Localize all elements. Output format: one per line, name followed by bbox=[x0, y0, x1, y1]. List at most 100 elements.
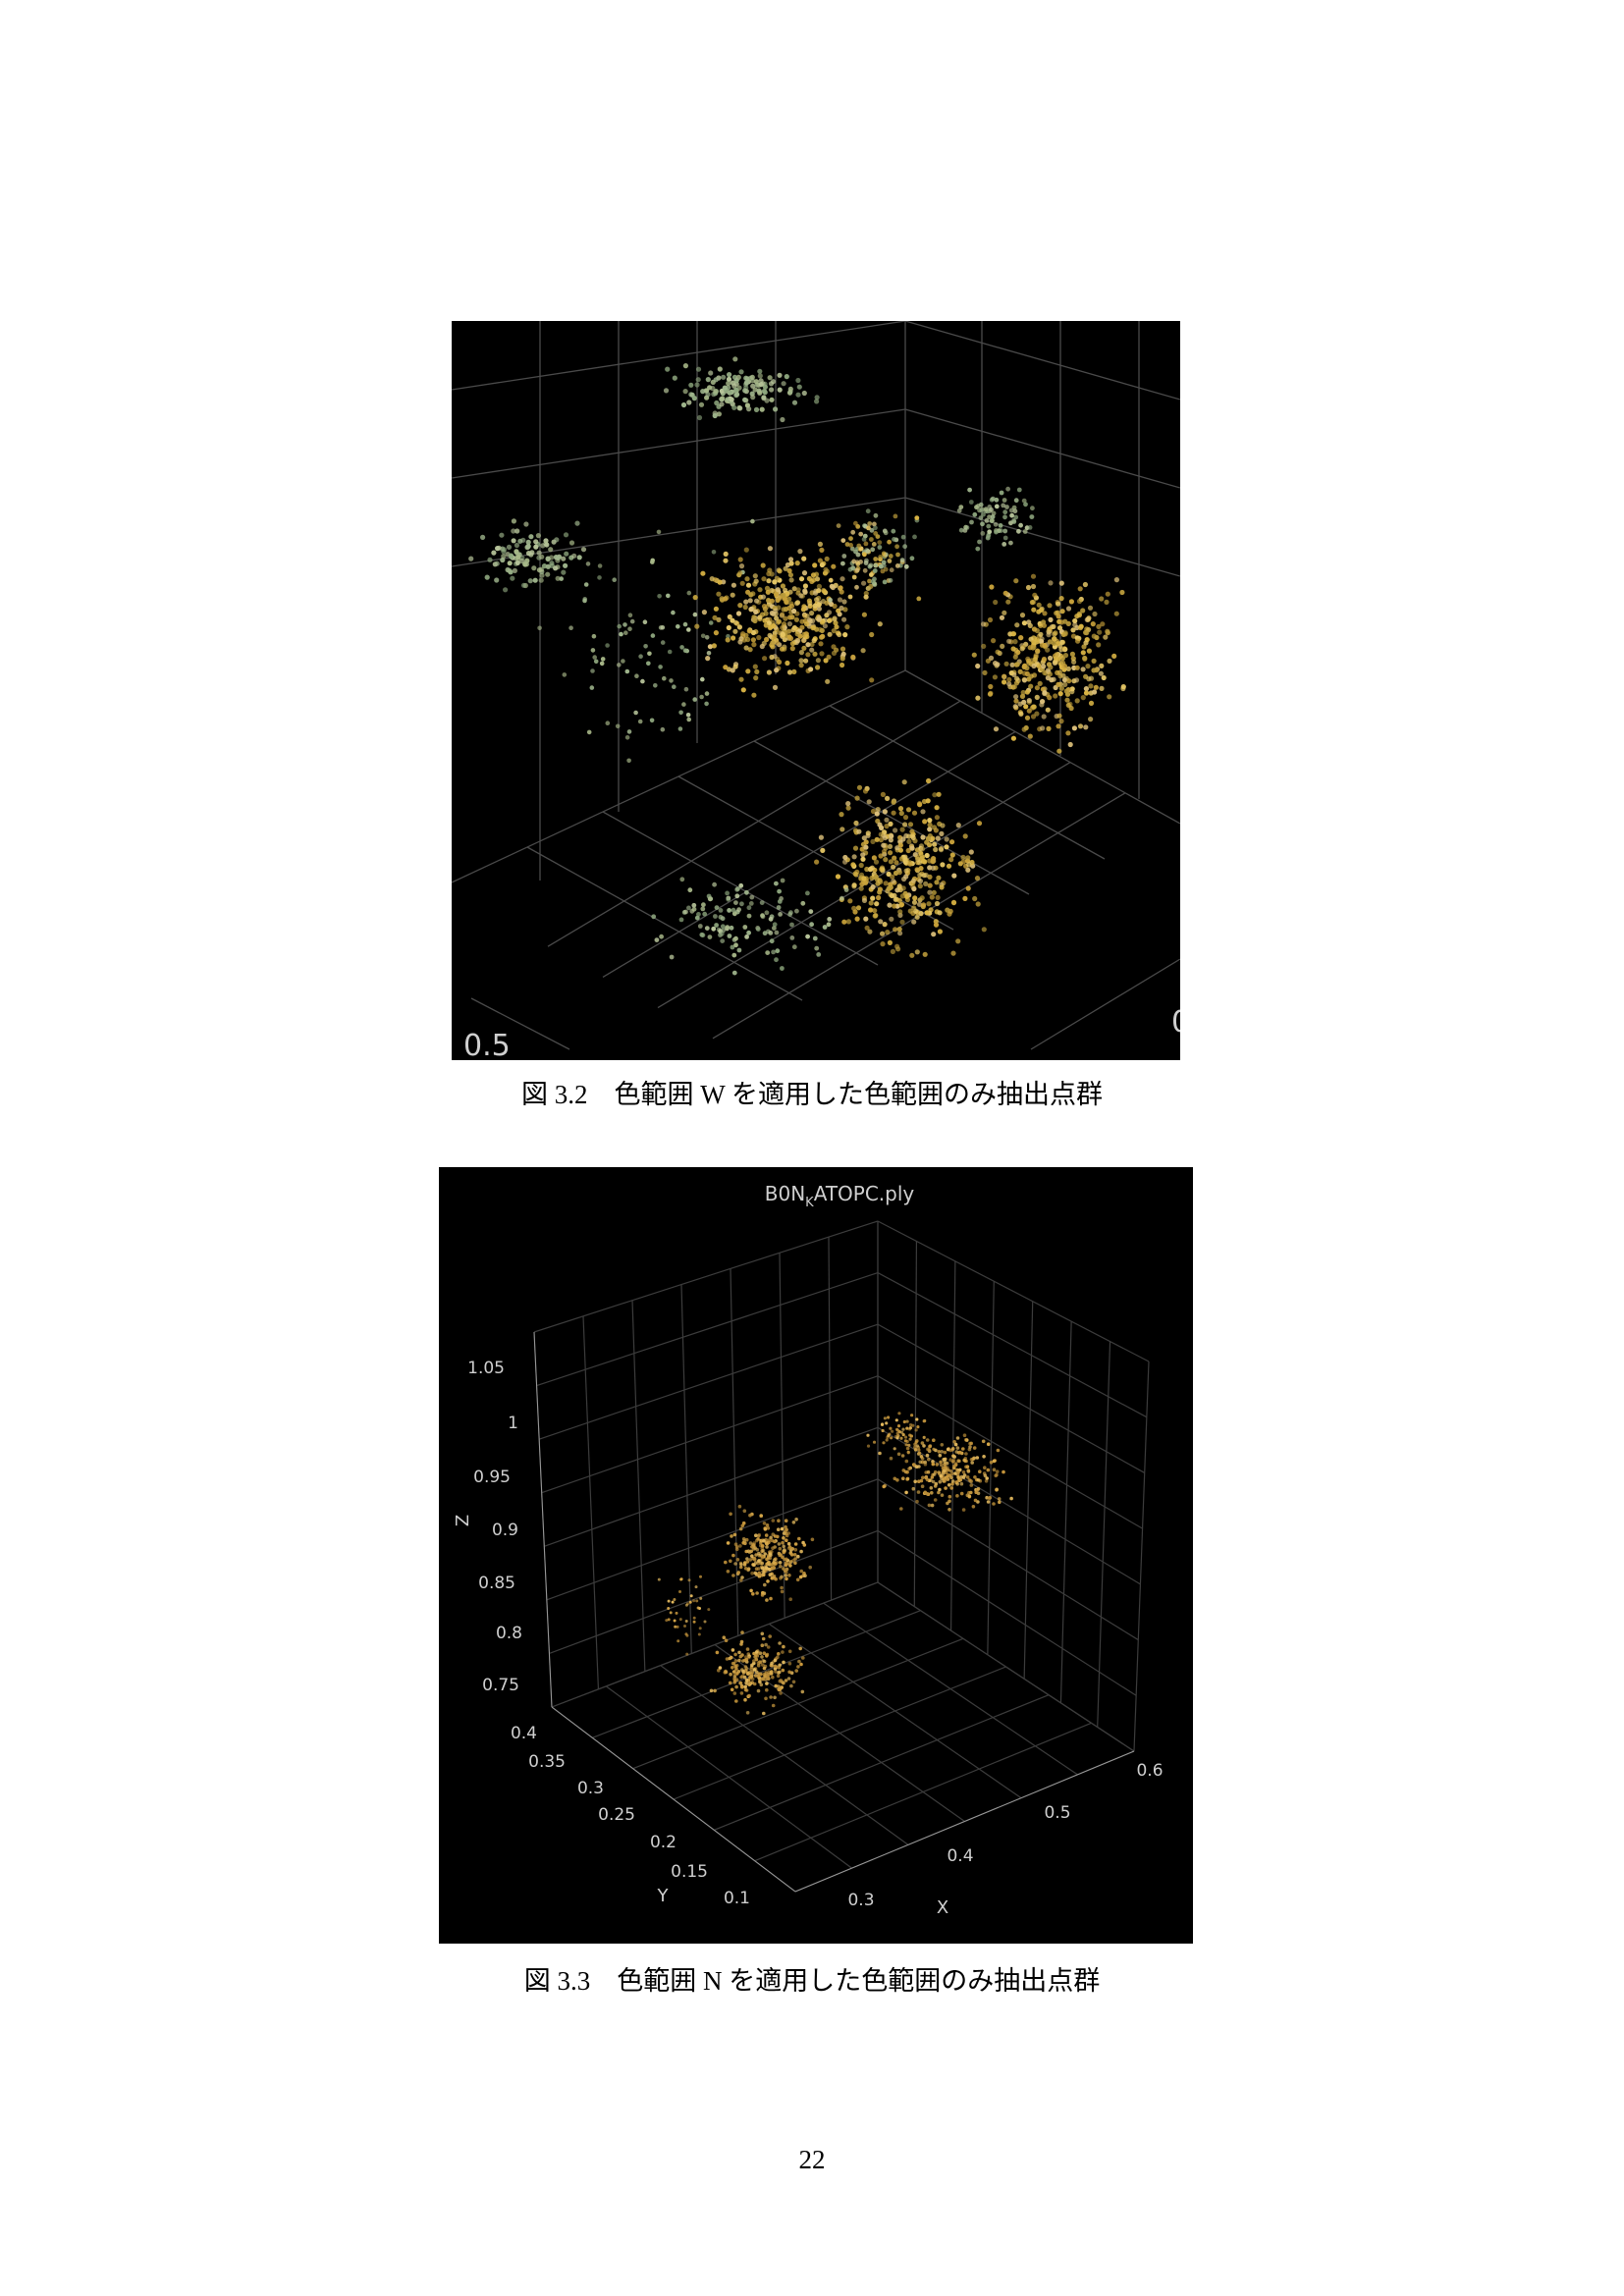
point bbox=[774, 667, 780, 673]
point bbox=[725, 637, 731, 643]
point bbox=[660, 726, 666, 732]
point bbox=[713, 1688, 717, 1693]
point bbox=[914, 515, 920, 520]
point bbox=[727, 934, 732, 938]
point bbox=[975, 1456, 980, 1460]
point bbox=[964, 1452, 968, 1456]
point bbox=[815, 658, 821, 664]
point bbox=[1069, 689, 1075, 695]
point bbox=[724, 1638, 729, 1642]
point bbox=[914, 854, 920, 861]
point bbox=[1031, 607, 1037, 613]
point bbox=[1026, 708, 1032, 714]
point bbox=[957, 1459, 961, 1464]
point bbox=[776, 1527, 781, 1531]
point bbox=[995, 1469, 1000, 1473]
point bbox=[1020, 689, 1026, 696]
point bbox=[939, 884, 945, 890]
point bbox=[839, 812, 844, 818]
grid-line bbox=[877, 1529, 1137, 1696]
point bbox=[1091, 658, 1097, 664]
point bbox=[586, 729, 592, 735]
point bbox=[796, 1665, 800, 1669]
point bbox=[1001, 673, 1007, 679]
point bbox=[783, 565, 788, 571]
point bbox=[752, 664, 758, 669]
point bbox=[922, 1444, 926, 1448]
point bbox=[1068, 599, 1074, 605]
point bbox=[938, 1453, 943, 1458]
point bbox=[993, 521, 999, 527]
point bbox=[1099, 663, 1105, 668]
point bbox=[954, 1450, 959, 1454]
point bbox=[1030, 506, 1035, 511]
point bbox=[480, 534, 486, 540]
point bbox=[679, 877, 685, 882]
point bbox=[929, 1478, 933, 1482]
point bbox=[841, 616, 847, 622]
point bbox=[626, 758, 631, 764]
point bbox=[901, 1427, 905, 1431]
point bbox=[1065, 666, 1071, 671]
grid-line bbox=[1097, 1341, 1111, 1728]
grid bbox=[452, 321, 1180, 1050]
point bbox=[1014, 622, 1020, 628]
point bbox=[878, 831, 884, 837]
point bbox=[953, 1471, 957, 1475]
point bbox=[737, 1504, 742, 1509]
point bbox=[891, 799, 896, 805]
point bbox=[949, 852, 955, 858]
point bbox=[774, 592, 780, 598]
point bbox=[744, 402, 750, 408]
point bbox=[955, 1446, 960, 1450]
point bbox=[703, 1620, 707, 1624]
point bbox=[795, 638, 801, 644]
point bbox=[929, 894, 935, 900]
point bbox=[765, 589, 771, 595]
point bbox=[789, 922, 794, 928]
point bbox=[762, 390, 768, 396]
point bbox=[913, 1445, 917, 1450]
point bbox=[752, 1547, 756, 1551]
point bbox=[695, 377, 701, 383]
point bbox=[1012, 508, 1018, 514]
point bbox=[911, 885, 917, 892]
point bbox=[962, 1433, 967, 1437]
point bbox=[992, 1468, 997, 1471]
point bbox=[827, 631, 833, 637]
point bbox=[907, 861, 913, 867]
point bbox=[998, 523, 1003, 528]
point bbox=[1038, 607, 1045, 613]
point bbox=[931, 932, 937, 937]
point bbox=[785, 628, 791, 634]
point bbox=[762, 617, 768, 623]
point bbox=[950, 950, 956, 956]
point bbox=[863, 916, 869, 922]
point bbox=[828, 577, 834, 583]
point bbox=[1032, 592, 1038, 598]
point bbox=[738, 1526, 743, 1531]
point bbox=[810, 625, 816, 631]
point bbox=[600, 657, 606, 662]
point bbox=[993, 726, 1000, 732]
point bbox=[987, 514, 992, 520]
point bbox=[986, 533, 991, 539]
point bbox=[1086, 648, 1092, 654]
point bbox=[1107, 694, 1112, 700]
point bbox=[738, 882, 744, 888]
point bbox=[740, 1668, 744, 1672]
point bbox=[861, 580, 867, 586]
point bbox=[836, 523, 841, 528]
point bbox=[698, 1627, 702, 1630]
point bbox=[1080, 667, 1086, 672]
point bbox=[993, 599, 999, 606]
point bbox=[955, 1494, 959, 1498]
point bbox=[883, 1416, 887, 1420]
point bbox=[868, 900, 874, 906]
point bbox=[803, 658, 809, 664]
point bbox=[777, 888, 782, 894]
point bbox=[844, 624, 850, 630]
point bbox=[925, 835, 931, 842]
point bbox=[873, 525, 878, 531]
point bbox=[783, 615, 788, 621]
